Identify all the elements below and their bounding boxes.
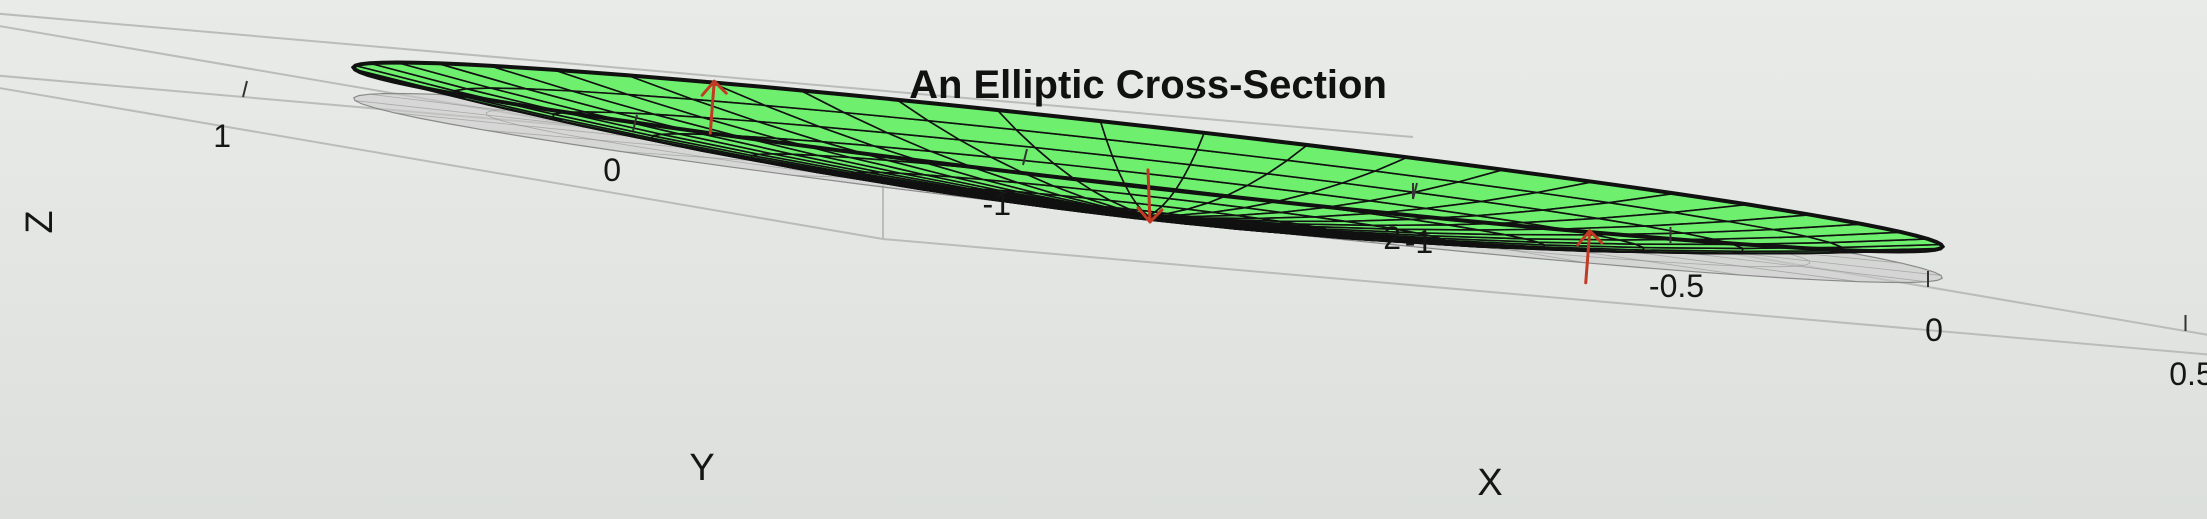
- y-tick: [632, 114, 638, 132]
- x-tick-label: 0: [1925, 312, 1943, 348]
- y-axis-label: Y: [689, 447, 714, 489]
- annotation-arrow-head: [1576, 229, 1604, 247]
- y-tick-label: -2: [1373, 220, 1401, 256]
- y-tick-label: 0: [603, 152, 621, 188]
- annotation-arrow-head: [1136, 206, 1164, 224]
- box-edge: [882, 238, 2207, 356]
- x-tick-label: -0.5: [1649, 268, 1704, 304]
- z-axis-label: Z: [19, 210, 61, 233]
- y-tick: [1022, 148, 1028, 166]
- y-axis: -2-1012: [213, 80, 1418, 256]
- annotations: [700, 79, 1604, 285]
- x-tick-label: -1: [1405, 224, 1433, 260]
- x-axis-label: X: [1477, 462, 1502, 504]
- surface-rim: [350, 60, 1946, 254]
- y-tick-label: -1: [983, 186, 1011, 222]
- y-tick-label: 1: [213, 118, 231, 154]
- x-tick-label: 0.5: [2169, 356, 2207, 392]
- x-axis: -1-0.500.51: [1405, 183, 2207, 392]
- box-edge: [0, 87, 884, 240]
- annotation-arrow-head: [700, 79, 728, 97]
- annotation-arrow-shaft: [1146, 168, 1152, 224]
- y-tick: [242, 80, 248, 98]
- elliptic-surface: [350, 60, 1946, 255]
- box-edge: [0, 12, 1414, 138]
- annotation-arrow-shaft: [1584, 229, 1592, 285]
- chart-title: An Elliptic Cross-Section: [909, 63, 1387, 107]
- annotation-arrow-shaft: [708, 79, 716, 135]
